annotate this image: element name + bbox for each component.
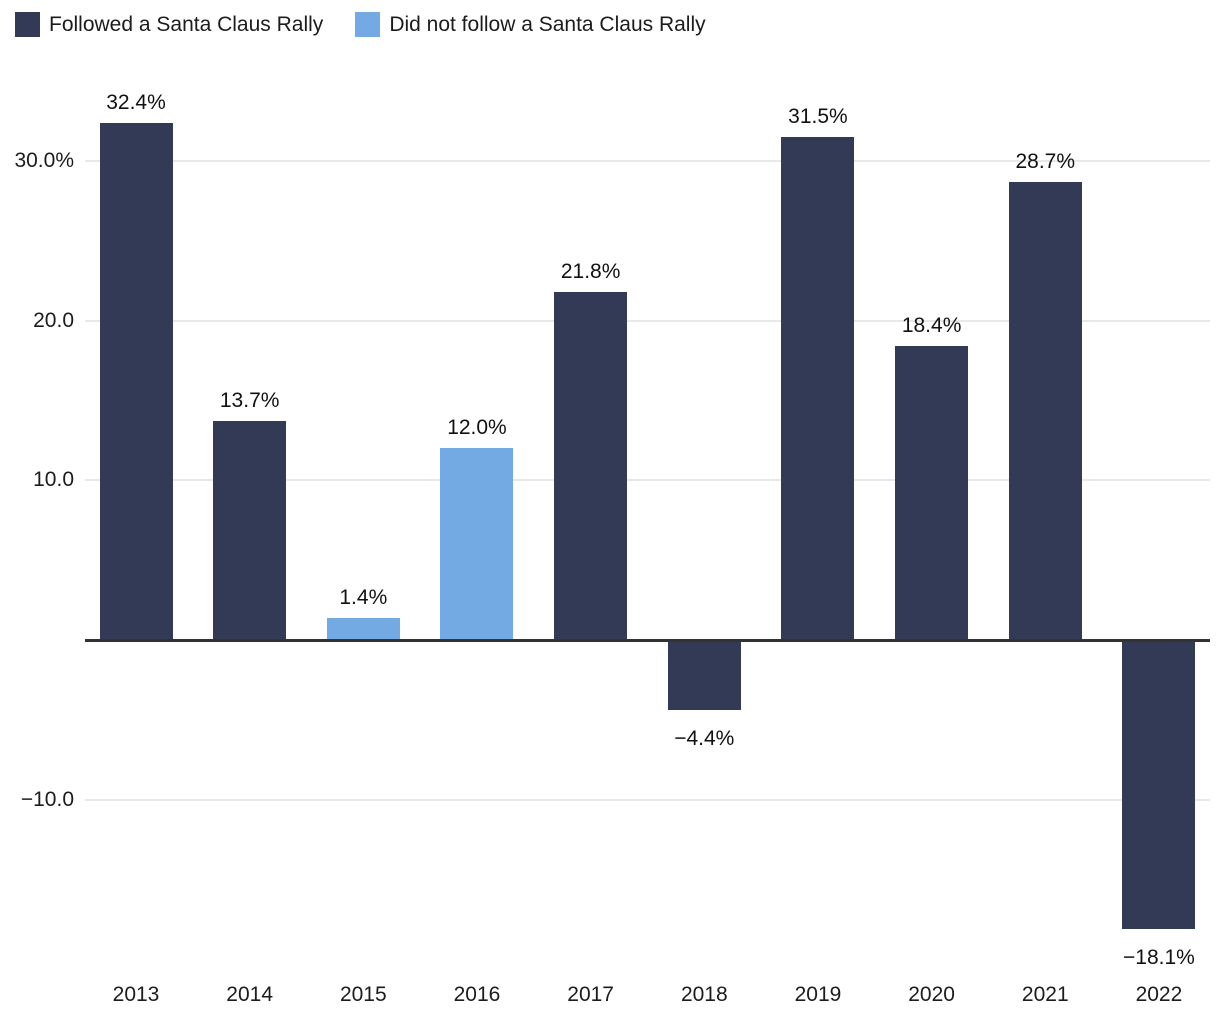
bar-2016 (440, 448, 514, 640)
x-axis-label-2015: 2015 (339, 983, 387, 1006)
x-axis-label-2022: 2022 (1135, 983, 1183, 1006)
bar-2020 (895, 346, 969, 640)
y-axis-tick-label: −10.0 (20, 787, 74, 811)
gridline-30 (85, 160, 1210, 163)
x-axis-label-2016: 2016 (453, 983, 501, 1006)
gridline-10 (85, 479, 1210, 482)
bar-value-label: 21.8% (560, 259, 621, 283)
y-axis-tick-label: 30.0% (14, 149, 74, 173)
bar-value-label: 12.0% (447, 416, 507, 440)
bar-value-label: 31.5% (788, 105, 848, 129)
x-axis-label-2019: 2019 (794, 983, 842, 1006)
bar-2022 (1122, 640, 1196, 929)
bar-value-label: 13.7% (219, 389, 280, 413)
x-axis-label-2013: 2013 (112, 983, 160, 1006)
x-axis-label-2014: 2014 (226, 983, 274, 1006)
bar-2018 (667, 640, 741, 711)
legend-label-followed: Followed a Santa Claus Rally (49, 13, 324, 36)
x-axis-label-2020: 2020 (908, 983, 955, 1006)
x-axis-label-2018: 2018 (680, 983, 728, 1006)
bar-value-label: 28.7% (1015, 149, 1076, 173)
legend-item-did-not-follow: Did not follow a Santa Claus Rally (355, 12, 706, 37)
legend: Followed a Santa Claus Rally Did not fol… (15, 12, 706, 37)
bar-2014 (213, 421, 287, 640)
bar-2017 (554, 291, 628, 640)
bar-value-label: −4.4% (674, 727, 735, 751)
legend-swatch-did-not-follow-icon (355, 12, 381, 37)
legend-swatch-followed-icon (15, 12, 40, 37)
zero-baseline (85, 639, 1210, 642)
bar-value-label: 32.4% (106, 90, 166, 114)
bar-value-label: 1.4% (339, 585, 388, 609)
bar-2021 (1008, 181, 1082, 640)
x-axis-label-2021: 2021 (1021, 983, 1069, 1006)
gridline--10 (85, 798, 1210, 801)
bar-2013 (99, 122, 173, 640)
legend-item-followed: Followed a Santa Claus Rally (15, 12, 323, 37)
bar-2019 (781, 137, 855, 640)
y-axis-tick-label: 10.0 (33, 468, 74, 492)
bar-2015 (326, 617, 400, 640)
gridline-20 (85, 319, 1210, 322)
bar-value-label: 18.4% (901, 314, 962, 338)
y-axis-tick-label: 20.0 (33, 308, 74, 332)
legend-label-did-not-follow: Did not follow a Santa Claus Rally (389, 13, 706, 36)
bar-value-label: −18.1% (1123, 945, 1195, 969)
x-axis-label-2017: 2017 (567, 983, 614, 1006)
